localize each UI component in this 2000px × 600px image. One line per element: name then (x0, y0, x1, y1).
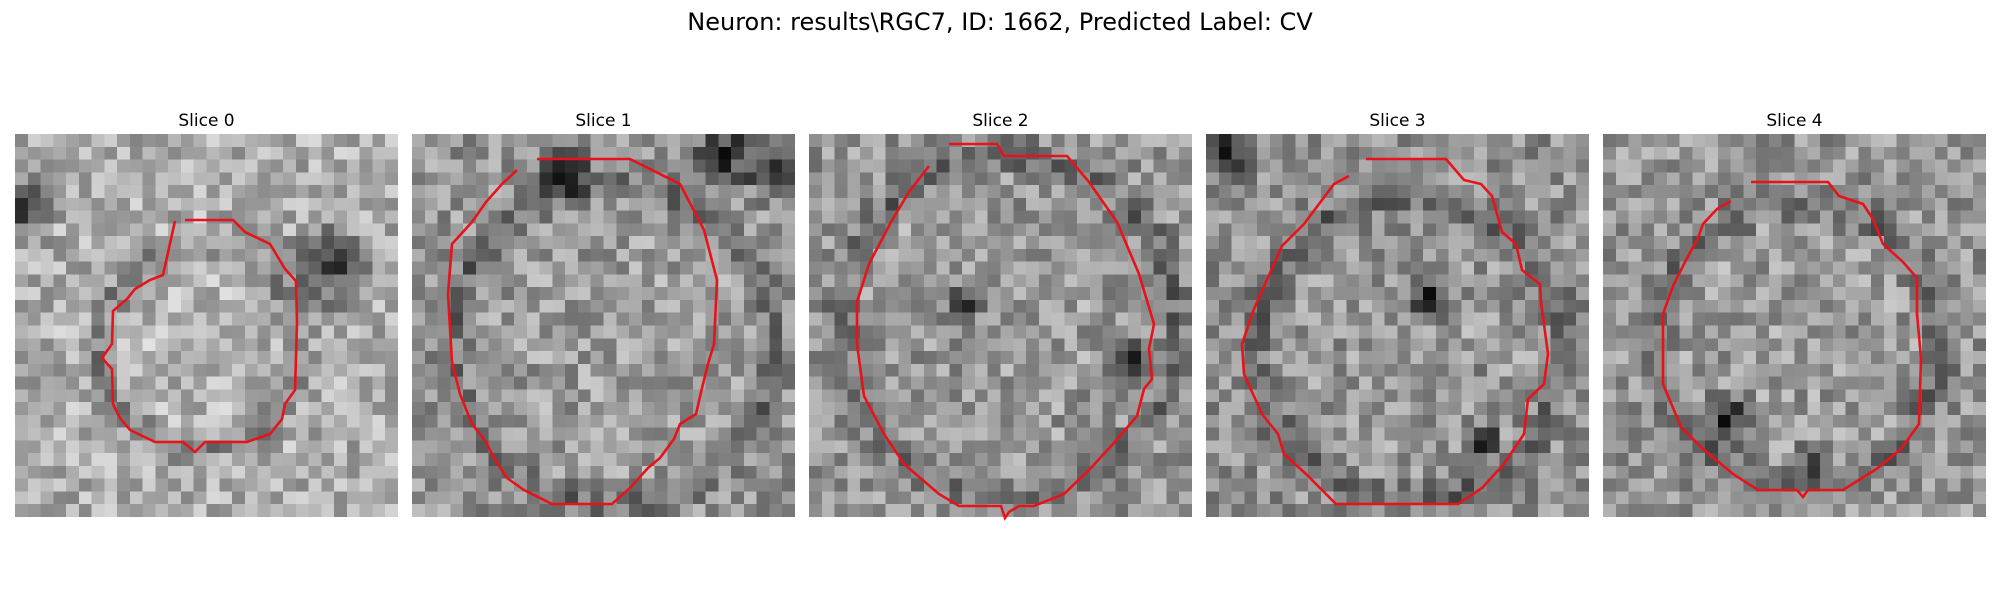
grayscale-micrograph (809, 134, 1192, 517)
neuron-contour-overlay (446, 157, 719, 506)
slice-title: Slice 2 (972, 111, 1029, 131)
slice-image (809, 134, 1192, 521)
neuron-contour-overlay (1661, 180, 1923, 500)
neuron-contour (100, 218, 299, 454)
slice-image (412, 134, 795, 517)
neuron-contour (446, 157, 719, 506)
grayscale-micrograph (1603, 134, 1986, 517)
figure-title: Neuron: results\RGC7, ID: 1662, Predicte… (687, 8, 1313, 36)
slice-panel-4: Slice 4 (1603, 108, 1986, 517)
slice-panel-0: Slice 0 (15, 108, 398, 517)
neuron-contour-overlay (855, 142, 1156, 521)
slice-image (1206, 134, 1589, 517)
neuron-contour (855, 142, 1156, 521)
slice-panel-2: Slice 2 (809, 108, 1192, 521)
neuron-contour (1661, 180, 1923, 500)
slice-image (1603, 134, 1986, 517)
slice-panel-3: Slice 3 (1206, 108, 1589, 517)
slice-title: Slice 1 (575, 111, 632, 131)
grayscale-micrograph (1206, 134, 1589, 517)
neuron-contour-overlay (100, 218, 299, 454)
slice-panel-1: Slice 1 (412, 108, 795, 517)
slice-title: Slice 3 (1369, 111, 1426, 131)
grayscale-micrograph (412, 134, 795, 517)
slice-title: Slice 4 (1766, 111, 1823, 131)
slice-image (15, 134, 398, 517)
neuron-contour-overlay (1240, 157, 1550, 506)
grayscale-micrograph (15, 134, 398, 517)
neuron-contour (1240, 157, 1550, 506)
slice-title: Slice 0 (178, 111, 235, 131)
